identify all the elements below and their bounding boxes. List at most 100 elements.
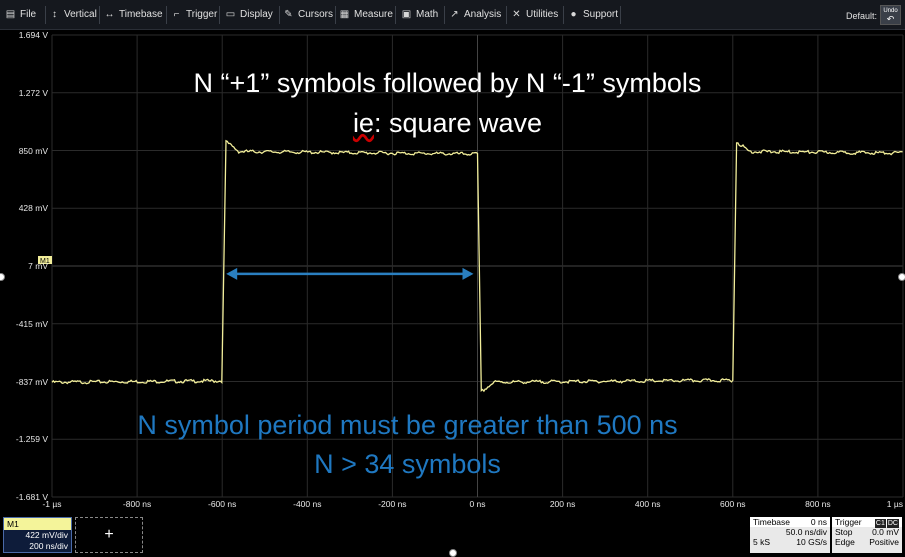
plot-area[interactable]: M1 1.694 V 1.272 V 850 mV 428 mV 7 mV -415 mV… xyxy=(0,30,905,514)
menu-vertical[interactable]: ↕ Vertical xyxy=(49,9,97,20)
menu-timebase[interactable]: ↔ Timebase xyxy=(104,9,163,20)
cursors-icon: ✎ xyxy=(284,8,293,20)
y-tick-label: -837 mV xyxy=(15,376,48,387)
menu-support[interactable]: ● Support xyxy=(568,9,618,20)
menu-separator xyxy=(166,6,167,24)
menu-display-label: Display xyxy=(240,9,273,20)
trace-marker[interactable] xyxy=(38,256,52,264)
menu-support-label: Support xyxy=(583,9,619,20)
timebase-panel[interactable]: Timebase 0 ns 50.0 ns/div 5 kS 10 GS/s xyxy=(750,517,830,553)
trace-marker-label: M1 xyxy=(40,258,50,265)
measure-icon: ▦ xyxy=(339,8,350,20)
overlay-square-wave: : square wave xyxy=(373,108,543,138)
trigger-mode: Stop xyxy=(835,527,853,537)
add-trace-button[interactable]: + xyxy=(75,517,143,553)
display-icon: ▭ xyxy=(225,8,236,20)
menu-cursors[interactable]: ✎ Cursors xyxy=(283,9,333,20)
channel-m1-vdiv: 422 mV/div xyxy=(25,530,68,540)
trigger-title: Trigger xyxy=(835,517,862,527)
menu-separator xyxy=(45,6,46,24)
timebase-rate: 10 GS/s xyxy=(796,537,827,547)
vertical-icon: ↕ xyxy=(52,8,57,20)
x-tick-label: -1 µs xyxy=(42,499,62,509)
x-tick-label: -400 ns xyxy=(293,499,322,509)
menu-measure-label: Measure xyxy=(354,9,393,20)
menu-analysis[interactable]: ↗ Analysis xyxy=(449,9,501,20)
x-tick-label: 0 ns xyxy=(469,499,486,509)
selection-handle xyxy=(0,273,5,281)
x-tick-label: -200 ns xyxy=(378,499,407,509)
menu-analysis-label: Analysis xyxy=(464,9,502,20)
menu-display[interactable]: ▭ Display xyxy=(225,9,273,20)
trigger-header: Trigger C1 DC xyxy=(832,517,902,528)
support-icon: ● xyxy=(570,8,577,20)
overlay-title-line1: N “+1” symbols followed by N “-1” symbol… xyxy=(193,68,702,98)
x-tick-label: 800 ns xyxy=(805,499,831,509)
menu-measure[interactable]: ▦ Measure xyxy=(339,9,393,20)
menu-separator xyxy=(279,6,280,24)
timebase-row-div: 50.0 ns/div xyxy=(750,527,830,537)
default-label: Default: xyxy=(846,11,878,21)
plot-grid xyxy=(51,34,904,498)
menu-separator xyxy=(563,6,564,24)
overlay-ie: ie xyxy=(352,108,374,138)
file-icon: ▤ xyxy=(5,8,16,20)
waveform-trace xyxy=(51,139,903,393)
menu-utilities[interactable]: ✕ Utilities xyxy=(511,9,558,20)
channel-m1-panel[interactable]: M1 422 mV/div 200 ns/div xyxy=(3,517,72,553)
x-tick-label: -600 ns xyxy=(208,499,237,509)
overlay-symbols-line: N > 34 symbols xyxy=(314,449,501,479)
menu-cursors-label: Cursors xyxy=(298,9,334,20)
menu-bar: ▤ File ↕ Vertical ↔ Timebase ⌐ Trigger ▭ Disp… xyxy=(0,0,905,30)
utilities-icon: ✕ xyxy=(512,8,521,20)
menu-separator xyxy=(219,6,220,24)
menu-separator xyxy=(444,6,445,24)
y-tick-label: 428 mV xyxy=(18,203,48,214)
y-tick-label: -1.681 V xyxy=(15,492,48,502)
menu-trigger-label: Trigger xyxy=(186,9,218,20)
x-tick-label: 1 µs xyxy=(886,499,903,509)
menu-utilities-label: Utilities xyxy=(526,9,559,20)
period-arrow-right-head xyxy=(462,267,474,280)
y-tick-label: 850 mV xyxy=(18,145,48,156)
undo-button[interactable]: Undo ↶ xyxy=(880,5,901,25)
overlay-title-line2: ie: square wave xyxy=(0,108,895,139)
trigger-coupling-badge: DC xyxy=(886,519,899,528)
timebase-samples: 5 kS xyxy=(753,537,771,547)
trigger-type: Edge xyxy=(835,537,855,547)
math-icon: ▣ xyxy=(401,8,412,20)
menu-timebase-label: Timebase xyxy=(119,9,163,20)
waveform-plot[interactable]: M1 xyxy=(0,30,905,514)
menu-vertical-label: Vertical xyxy=(64,9,97,20)
selection-handle xyxy=(898,273,905,281)
timebase-offset: 0 ns xyxy=(810,517,827,527)
menu-math[interactable]: ▣ Math xyxy=(401,9,438,20)
timebase-div: 50.0 ns/div xyxy=(785,527,827,537)
channel-m1-tdiv: 200 ns/div xyxy=(29,541,68,551)
period-arrow-left-head xyxy=(226,267,238,280)
trigger-row-mode: Stop 0.0 mV xyxy=(832,527,902,537)
y-tick-label: 1.694 V xyxy=(18,30,48,40)
trigger-source-badge: C1 xyxy=(874,519,886,528)
menu-math-label: Math xyxy=(416,9,439,20)
menu-trigger[interactable]: ⌐ Trigger xyxy=(171,9,218,20)
y-tick-label: 7 mV xyxy=(28,261,48,271)
menu-separator xyxy=(99,6,100,24)
analysis-icon: ↗ xyxy=(450,8,459,20)
menu-separator xyxy=(335,6,336,24)
timebase-row-rate: 5 kS 10 GS/s xyxy=(750,537,830,547)
undo-label: Undo xyxy=(883,8,898,14)
trigger-row-type: Edge Positive xyxy=(832,537,902,547)
x-tick-label: -800 ns xyxy=(122,499,152,509)
plot-background xyxy=(0,30,905,514)
x-tick-label: 400 ns xyxy=(634,499,661,509)
overlay-period-line: N symbol period must be greater than 500… xyxy=(137,410,678,440)
selection-handle xyxy=(449,549,457,557)
trigger-panel[interactable]: Trigger C1 DC Stop 0.0 mV Edge Positive xyxy=(832,517,902,553)
menu-file[interactable]: ▤ File xyxy=(5,9,36,20)
trigger-level: 0.0 mV xyxy=(872,527,899,537)
channel-m1-name: M1 xyxy=(4,518,71,530)
menu-separator xyxy=(506,6,507,24)
y-tick-label: -415 mV xyxy=(15,318,48,329)
timebase-header: Timebase 0 ns xyxy=(750,517,830,527)
